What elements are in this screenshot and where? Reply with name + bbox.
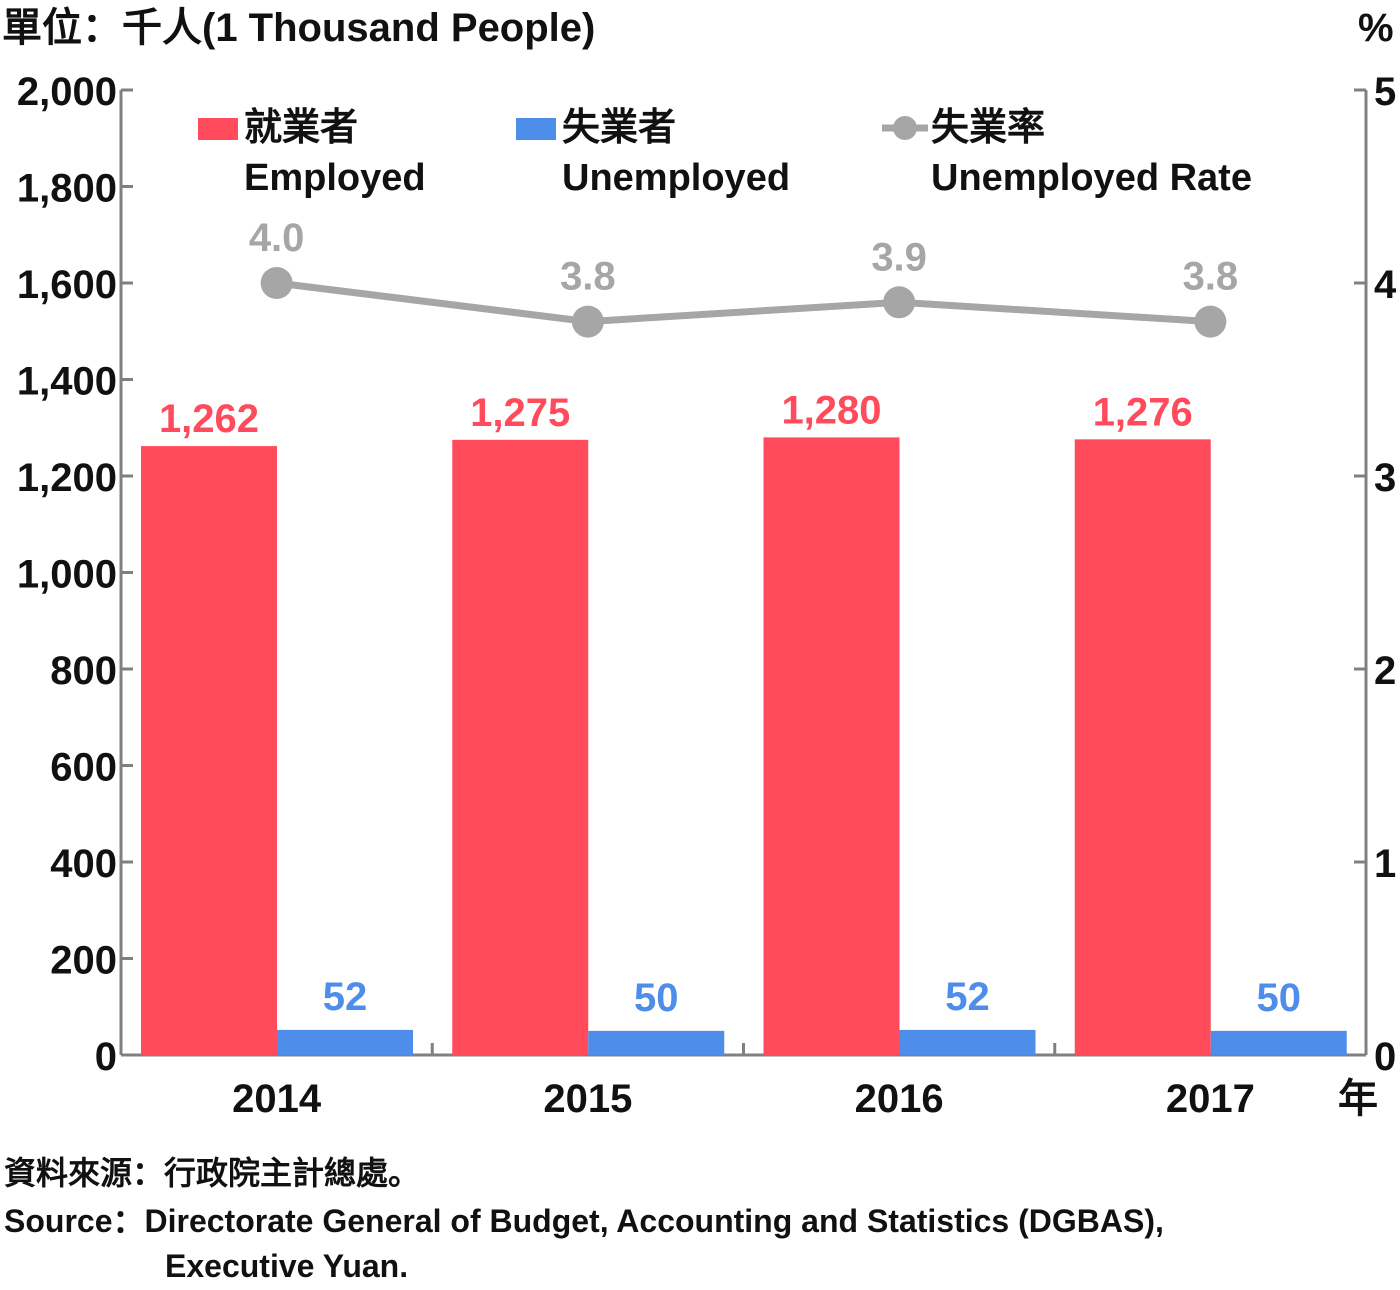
employed-bar	[1074, 439, 1211, 1056]
legend-rate-label-zh: 失業率	[931, 105, 1045, 149]
employed-data-label: 1,280	[781, 388, 881, 432]
employed-data-label: 1,276	[1093, 390, 1193, 434]
bars	[141, 437, 1347, 1056]
employed-bar	[763, 437, 900, 1055]
legend-rate: 失業率 Unemployed Rate	[882, 105, 1252, 199]
employed-bar	[141, 446, 277, 1056]
right-tick-label: 2	[1374, 649, 1396, 693]
unit-label: 單位：千人(1 Thousand People)	[2, 6, 596, 50]
x-tick-label: 2015	[543, 1077, 632, 1121]
left-tick-label: 1,400	[17, 360, 117, 404]
rate-data-label: 3.8	[560, 255, 616, 299]
legend-unemployed-label-zh: 失業者	[562, 105, 676, 149]
source-zh: 資料來源：行政院主計總處。	[4, 1155, 421, 1191]
left-tick-label: 0	[95, 1035, 117, 1079]
unemployed-data-label: 52	[323, 975, 368, 1019]
left-tick-label: 2,000	[17, 70, 117, 114]
employed-bar	[452, 439, 589, 1055]
unemployed-data-label: 50	[634, 976, 679, 1020]
left-tick-label: 1,000	[17, 553, 117, 597]
left-tick-label: 400	[50, 842, 117, 886]
legend-unemployed: 失業者 Unemployed	[516, 105, 790, 199]
right-tick-label: 1	[1374, 842, 1396, 886]
axes: 0 200 400 600 800 1,000 1,200 1,400 1,600 1,800 2,…	[17, 70, 1397, 1121]
rate-point	[883, 286, 916, 319]
data-labels: 1,262 52 1,275 50 1,280 52 1,276 50 4.0 3.8 3.9 3.8	[159, 216, 1301, 1020]
right-tick-label: 5	[1374, 70, 1396, 114]
year-label: 年	[1338, 1077, 1378, 1121]
left-tick-label: 200	[50, 939, 117, 983]
left-tick-label: 800	[50, 649, 117, 693]
chart: 0 200 400 600 800 1,000 1,200 1,400 1,600 1,800 2,…	[17, 70, 1397, 1121]
rate-data-label: 3.8	[1183, 255, 1239, 299]
legend-rate-label-en: Unemployed Rate	[931, 157, 1252, 199]
unemployed-bar	[899, 1029, 1036, 1055]
left-tick-label: 1,200	[17, 456, 117, 500]
left-tick-label: 1,800	[17, 167, 117, 211]
rate-point	[1194, 305, 1227, 338]
employed-data-label: 1,275	[470, 391, 570, 435]
legend-employed-label-en: Employed	[244, 157, 426, 199]
source-en: Source：Directorate General of Budget, Ac…	[4, 1203, 1164, 1239]
legend: 就業者 Employed 失業者 Unemployed 失業率 Unemployed Ra…	[198, 105, 1252, 199]
legend-employed-swatch	[198, 118, 238, 140]
unemployed-bar	[277, 1029, 413, 1055]
source-en-line2: Executive Yuan.	[165, 1248, 409, 1284]
legend-unemployed-swatch	[516, 118, 556, 140]
unemployed-bar	[588, 1030, 725, 1055]
right-unit-label: %	[1358, 6, 1394, 50]
right-tick-label: 4	[1374, 263, 1397, 307]
x-tick-label: 2017	[1166, 1077, 1255, 1121]
x-tick-label: 2016	[855, 1077, 944, 1121]
rate-line	[260, 267, 1227, 338]
rate-data-label: 4.0	[249, 216, 305, 260]
x-tick-label: 2014	[232, 1077, 322, 1121]
employed-data-label: 1,262	[159, 397, 259, 441]
right-tick-label: 0	[1374, 1035, 1396, 1079]
legend-employed: 就業者 Employed	[198, 105, 426, 199]
legend-rate-swatch-point	[893, 116, 917, 140]
unemployed-data-label: 50	[1257, 976, 1302, 1020]
left-tick-label: 600	[50, 746, 117, 790]
legend-employed-label-zh: 就業者	[244, 105, 358, 149]
right-tick-label: 3	[1374, 456, 1396, 500]
unemployed-data-label: 52	[945, 975, 990, 1019]
rate-data-label: 3.9	[871, 235, 927, 279]
unemployed-bar	[1210, 1030, 1347, 1055]
rate-point	[571, 305, 604, 338]
legend-unemployed-label-en: Unemployed	[562, 157, 790, 199]
rate-line-path	[276, 279, 1211, 326]
left-tick-label: 1,600	[17, 263, 117, 307]
rate-point	[260, 267, 293, 299]
